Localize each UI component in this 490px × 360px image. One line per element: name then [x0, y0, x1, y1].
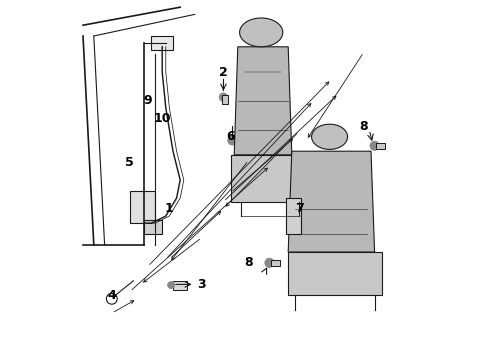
Bar: [286, 198, 301, 234]
Ellipse shape: [240, 18, 283, 47]
Text: 10: 10: [153, 112, 171, 125]
Bar: [144, 220, 162, 234]
Ellipse shape: [312, 124, 347, 149]
Circle shape: [370, 141, 379, 150]
Text: 6: 6: [226, 130, 235, 143]
Bar: [130, 191, 155, 223]
Text: 8: 8: [360, 120, 368, 132]
Text: 5: 5: [125, 156, 134, 168]
Bar: [271, 260, 280, 266]
Bar: [151, 36, 173, 50]
Polygon shape: [234, 47, 292, 155]
Text: 1: 1: [165, 202, 174, 215]
Circle shape: [265, 258, 274, 267]
Bar: [376, 143, 386, 149]
Circle shape: [219, 93, 228, 102]
Text: 8: 8: [245, 256, 253, 269]
Polygon shape: [288, 151, 374, 252]
Text: 3: 3: [197, 278, 206, 291]
Circle shape: [168, 282, 175, 289]
Polygon shape: [231, 155, 306, 202]
Bar: [221, 95, 228, 104]
Polygon shape: [288, 252, 382, 295]
Text: 4: 4: [107, 289, 116, 302]
Text: 7: 7: [294, 202, 303, 215]
Text: 9: 9: [144, 94, 152, 107]
Text: 2: 2: [219, 66, 228, 78]
Circle shape: [228, 136, 237, 145]
Bar: [173, 281, 187, 290]
